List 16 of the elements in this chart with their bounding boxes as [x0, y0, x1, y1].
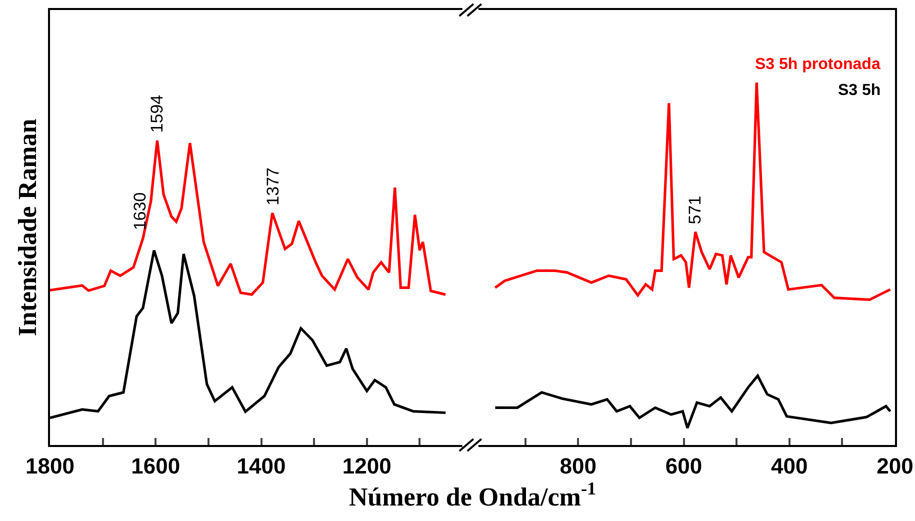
x-tick-label: 1400	[236, 453, 286, 478]
x-tick-label: 800	[560, 453, 596, 478]
x-tick-label: 600	[665, 453, 702, 478]
series-label: S3 5h protonada	[755, 56, 880, 73]
x-tick-label: 400	[771, 453, 808, 478]
text: S3 5h	[838, 82, 881, 99]
x-tick-label: 1600	[131, 453, 180, 478]
annotation: 1377	[263, 168, 282, 206]
x-tick-label: 1200	[342, 453, 392, 478]
x-axis-title: Número de Onda/cm$^{-1}$	[348, 478, 596, 512]
x-tick-label: 200	[876, 453, 914, 478]
annotation: 571	[686, 196, 705, 224]
annotation: 1594	[148, 94, 167, 133]
y-axis-title: Intensidade Raman	[12, 118, 42, 336]
annotation: 1630	[130, 192, 150, 230]
x-tick-label: 1800	[26, 453, 74, 478]
